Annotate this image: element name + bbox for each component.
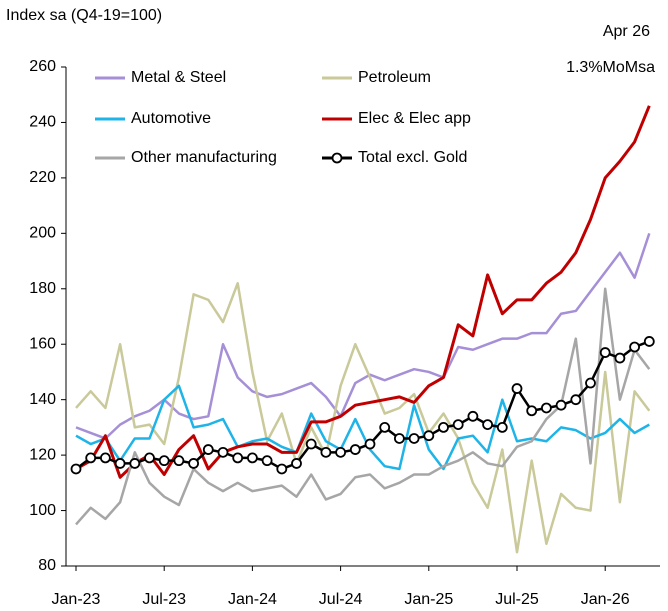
- point: [570, 394, 582, 406]
- legend-label: Petroleum: [358, 69, 431, 86]
- y-tick-label: 180: [29, 280, 56, 297]
- chart-title: Index sa (Q4-19=100): [6, 7, 162, 24]
- point: [599, 347, 611, 358]
- x-tick-label: Jul-23: [142, 591, 186, 608]
- y-tick-label: 80: [38, 557, 56, 574]
- y-tick-label: 260: [29, 58, 56, 75]
- point: [393, 433, 405, 444]
- y-tick-label: 140: [29, 391, 56, 408]
- point: [261, 455, 273, 467]
- y-tick-label: 240: [29, 114, 56, 131]
- series-line: [75, 384, 650, 471]
- point: [158, 455, 170, 467]
- point: [232, 452, 244, 464]
- legend-label: Other manufacturing: [131, 149, 277, 166]
- x-tick-label: Jan-26: [581, 591, 630, 608]
- point: [188, 458, 200, 469]
- x-tick-label: Jul-24: [319, 591, 363, 608]
- point: [643, 336, 655, 347]
- point: [467, 410, 479, 422]
- point: [349, 444, 361, 455]
- annotation: Apr 26: [603, 23, 650, 40]
- point: [100, 452, 111, 464]
- point: [276, 463, 288, 475]
- point: [305, 438, 317, 450]
- point: [614, 352, 626, 364]
- legend-label: Metal & Steel: [131, 69, 226, 86]
- y-tick-label: 220: [29, 169, 56, 186]
- x-tick-label: Jul-25: [495, 591, 539, 608]
- point: [335, 446, 347, 458]
- point: [629, 341, 640, 353]
- point: [144, 452, 155, 464]
- point: [379, 421, 391, 433]
- x-tick-label: Jan-24: [228, 591, 277, 608]
- point: [217, 446, 229, 458]
- legend-label: Total excl. Gold: [358, 149, 467, 166]
- legend-label: Elec & Elec app: [358, 110, 471, 127]
- point: [438, 421, 449, 433]
- point: [496, 421, 508, 433]
- point: [173, 455, 185, 467]
- point: [585, 377, 596, 389]
- point: [202, 444, 214, 455]
- point: [555, 399, 567, 411]
- y-tick-label: 120: [29, 446, 56, 463]
- point: [511, 383, 523, 394]
- point: [423, 430, 435, 442]
- point: [482, 419, 494, 431]
- point: [408, 433, 420, 444]
- x-tick-label: Jan-23: [52, 591, 101, 608]
- legend-label: Automotive: [131, 110, 211, 127]
- y-tick-label: 100: [29, 502, 56, 519]
- point: [246, 452, 258, 464]
- point: [526, 405, 538, 417]
- legend-marker: [331, 152, 343, 164]
- point: [541, 402, 552, 414]
- point: [320, 446, 332, 458]
- point: [452, 419, 464, 431]
- point: [114, 458, 126, 469]
- annotation: 1.3%MoMsa: [566, 59, 655, 76]
- point: [291, 458, 302, 469]
- series-line: [75, 340, 650, 471]
- series-line: [75, 105, 651, 479]
- point: [85, 452, 97, 464]
- y-tick-label: 160: [29, 335, 56, 352]
- point: [70, 463, 82, 475]
- y-tick-label: 200: [29, 225, 56, 242]
- series-line: [75, 281, 651, 554]
- x-tick-label: Jan-25: [404, 591, 453, 608]
- series-line: [75, 287, 651, 526]
- point: [364, 438, 376, 450]
- point: [129, 458, 141, 469]
